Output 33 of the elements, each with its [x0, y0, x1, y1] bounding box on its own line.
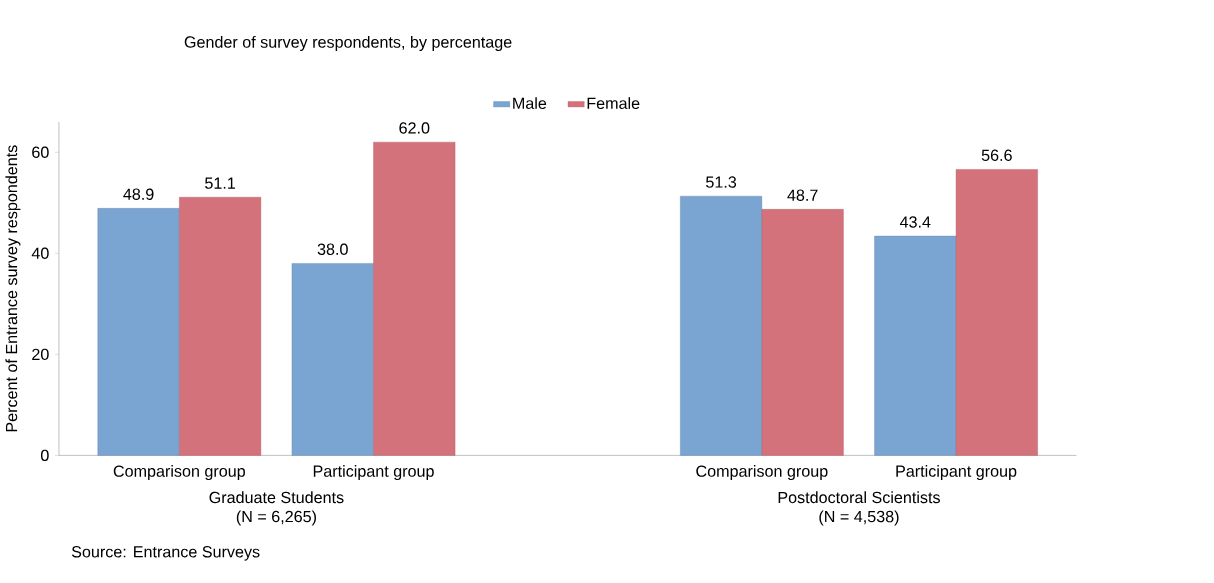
chart-title: Gender of survey respondents, by percentage [184, 35, 512, 51]
y-tick-label: 40 [31, 247, 49, 259]
x-tick-label: Comparison group [696, 464, 828, 481]
data-label: 38.0 [317, 243, 348, 255]
bar [373, 141, 456, 456]
data-label: 56.6 [981, 149, 1012, 161]
text: Graduate Students [209, 491, 344, 504]
data-label: 48.9 [123, 188, 154, 200]
source-note: Source: Entrance Surveys [71, 546, 260, 561]
y-tick-label: 60 [32, 146, 49, 158]
x-tick-label: Comparison group [113, 464, 245, 481]
data-label: 43.4 [899, 216, 931, 228]
y-tick-label: 0 [40, 449, 49, 462]
data-label: 62.0 [399, 122, 430, 134]
x-tick-label: Participant group [313, 464, 434, 481]
legend-label: Female [587, 97, 640, 109]
bar [761, 209, 844, 456]
bar [179, 197, 262, 456]
data-label: 51.3 [706, 176, 737, 188]
data-label: 48.7 [787, 189, 818, 201]
bar [874, 235, 957, 456]
bar [97, 208, 180, 456]
bar [680, 195, 763, 456]
text: (N = 4,538) [819, 510, 899, 526]
bar [291, 263, 374, 456]
y-axis-title: Percent of Entrance survey respondents [5, 145, 21, 432]
y-tick-label: 20 [32, 348, 49, 361]
data-label: 51.1 [205, 177, 236, 189]
x-tick-label: Participant group [896, 464, 1017, 481]
bar [955, 169, 1038, 456]
text: Postdoctoral Scientists [778, 491, 940, 504]
legend-label: Male [513, 97, 547, 109]
text: (N = 6,265) [236, 510, 316, 526]
